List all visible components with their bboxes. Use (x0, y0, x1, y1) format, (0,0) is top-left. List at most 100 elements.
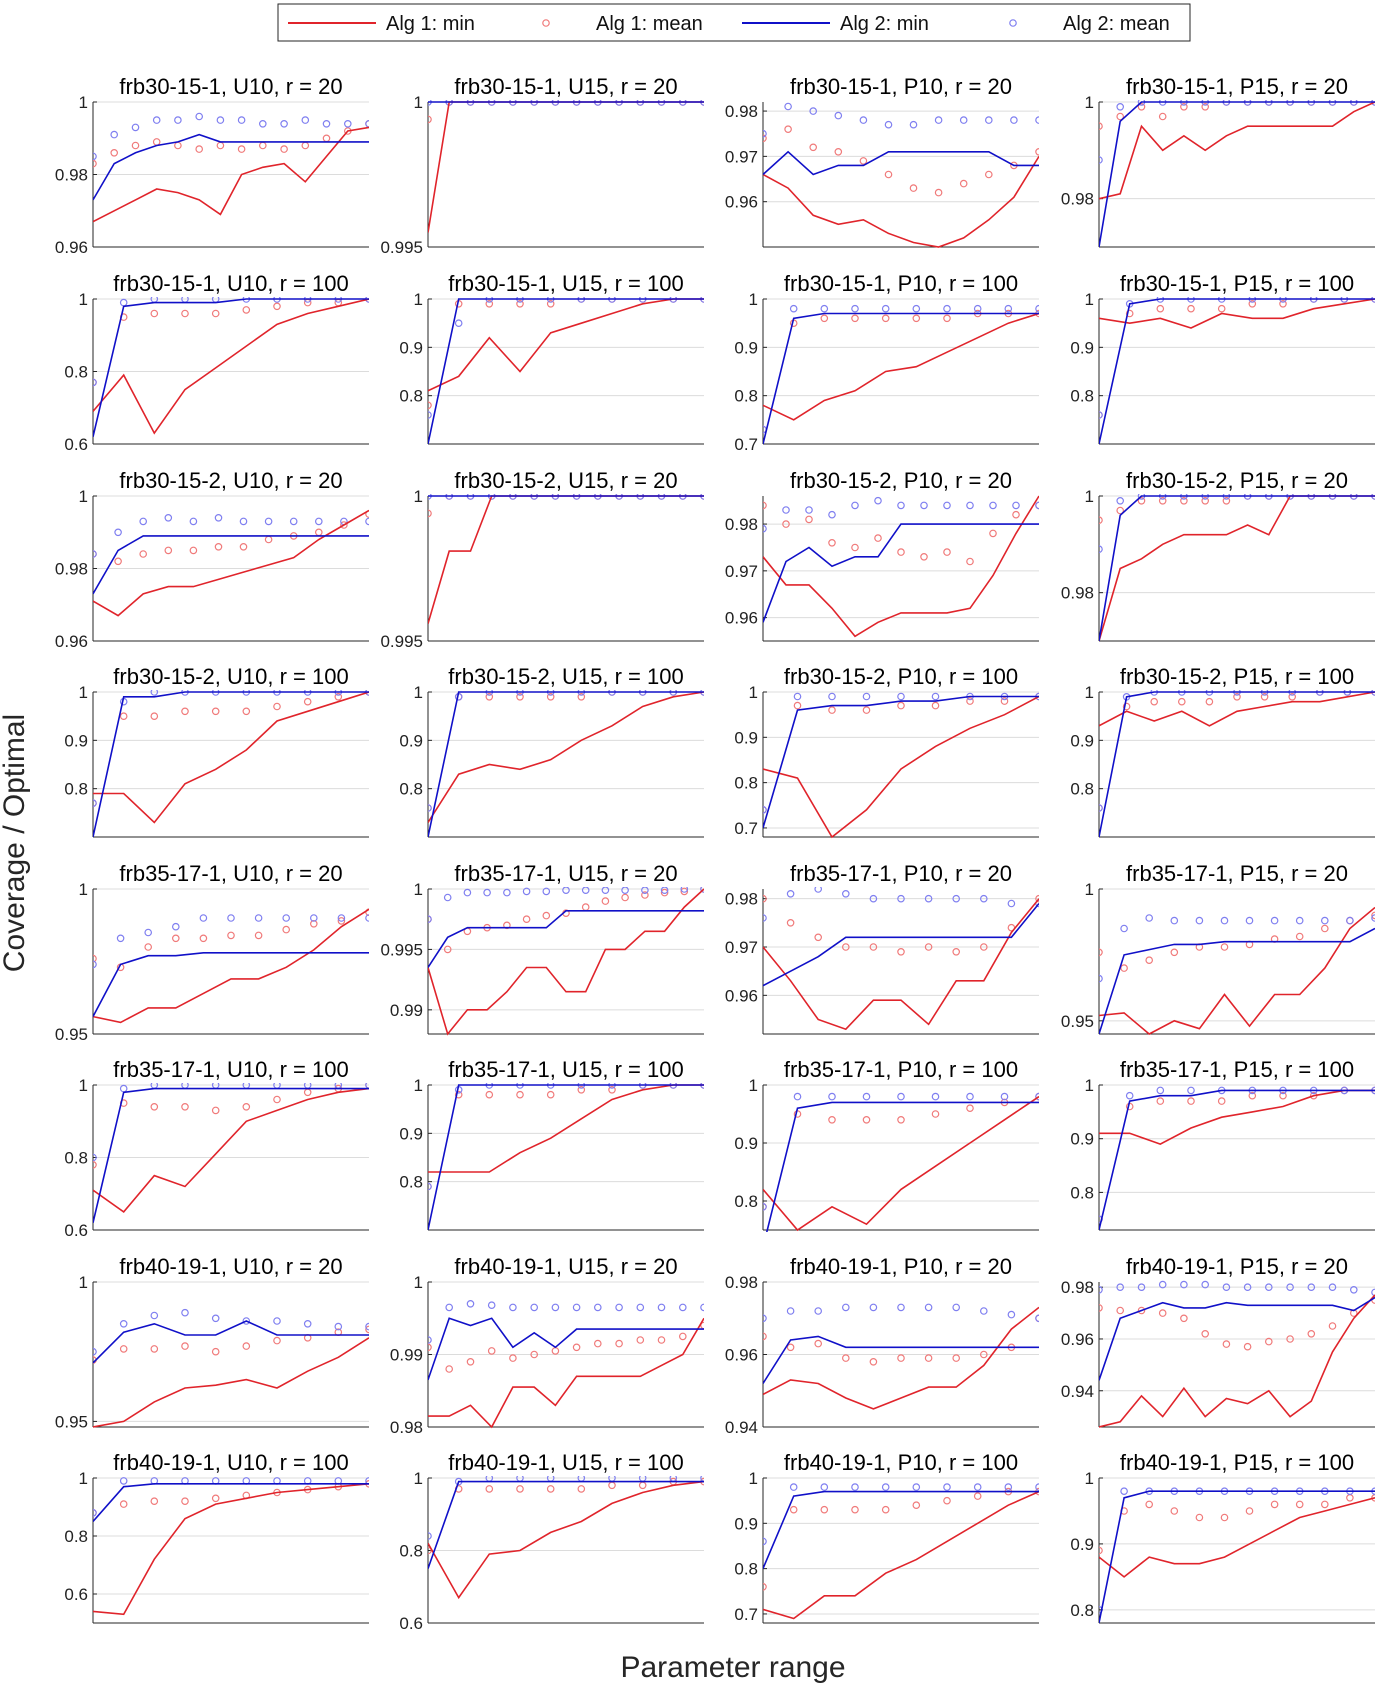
mean-marker (1120, 924, 1128, 933)
mean-marker (93, 799, 97, 807)
mean-marker (782, 506, 790, 514)
min-series-line (93, 535, 369, 595)
mean-marker (1116, 1283, 1125, 1292)
y-tick-label: 1 (1085, 290, 1094, 309)
subplot: frb40-19-1, U10, r = 20 0.95 1 (55, 1254, 369, 1431)
mean-marker (1145, 914, 1154, 922)
mean-marker (784, 125, 792, 134)
mean-marker (851, 501, 859, 510)
min-series-line (93, 133, 369, 201)
min-series-line (763, 312, 1039, 445)
mean-marker (273, 1095, 281, 1104)
mean-marker (309, 919, 318, 928)
mean-marker (1150, 697, 1159, 706)
mean-marker (428, 411, 432, 419)
mean-marker (214, 542, 223, 551)
mean-marker (763, 1203, 767, 1211)
y-tick-label: 0.9 (734, 338, 758, 357)
mean-marker (1243, 1342, 1252, 1351)
subplot-data (93, 297, 369, 437)
mean-marker (1000, 1092, 1009, 1101)
mean-marker (851, 543, 859, 552)
legend-box (277, 3, 1191, 42)
y-tick-label: 0.98 (55, 560, 88, 579)
mean-marker (862, 692, 871, 701)
mean-marker (93, 378, 97, 387)
subplot-data (428, 690, 704, 838)
mean-marker (828, 706, 836, 714)
mean-marker (924, 894, 933, 903)
y-tick-label: 0.9 (1070, 338, 1094, 357)
y-tick-label: 1 (414, 1273, 423, 1292)
mean-marker (181, 1342, 189, 1350)
mean-marker (1321, 916, 1329, 925)
mean-marker (181, 309, 189, 318)
mean-marker (164, 546, 173, 555)
mean-marker (763, 134, 767, 143)
y-tick-label: 0.8 (1070, 1183, 1094, 1202)
mean-marker (786, 889, 795, 898)
y-tick-label: 0.96 (1061, 1330, 1094, 1349)
mean-marker (680, 887, 689, 893)
y-tick-label: 1 (79, 1273, 88, 1292)
mean-marker (428, 1182, 432, 1191)
mean-marker (1180, 103, 1188, 111)
min-series-line (428, 691, 704, 823)
mean-marker (897, 1116, 905, 1124)
mean-marker (237, 145, 246, 153)
subplot-title: frb30-15-1, U10, r = 20 (119, 74, 342, 99)
mean-marker (841, 943, 850, 951)
mean-marker (763, 914, 767, 922)
legend-entry-label: Alg 2: min (840, 13, 929, 35)
mean-marker (601, 897, 610, 905)
mean-marker (1307, 1330, 1316, 1338)
y-tick-label: 0.98 (725, 1273, 758, 1292)
y-tick-label: 0.97 (725, 938, 758, 957)
mean-marker (264, 535, 273, 544)
mean-marker (93, 152, 97, 161)
subplot: frb30-15-2, P10, r = 20 0.96 0.97 0.98 (725, 468, 1039, 642)
y-tick-label: 1 (749, 1076, 758, 1095)
legend-entry-label: Alg 1: min (386, 13, 475, 35)
mean-marker (1178, 697, 1186, 706)
mean-marker (1346, 1494, 1354, 1502)
subplot: frb35-17-1, U10, r = 20 0.95 1 (55, 861, 369, 1044)
mean-marker (174, 116, 182, 124)
min-series-line (763, 495, 1039, 638)
mean-marker (1122, 702, 1131, 711)
min-series-line (1099, 101, 1375, 200)
mean-marker (581, 887, 590, 894)
mean-marker (786, 1307, 795, 1315)
subplot: frb30-15-2, P15, r = 100 0.8 0.9 1 (1070, 664, 1375, 838)
mean-marker (621, 893, 629, 902)
mean-marker (181, 1103, 189, 1111)
mean-marker (984, 170, 993, 179)
mean-marker (116, 934, 125, 943)
mean-marker (264, 517, 273, 526)
subplot: frb35-17-1, P15, r = 20 0.95 1 (1061, 861, 1375, 1035)
y-tick-label: 0.98 (1061, 584, 1094, 603)
mean-marker (93, 1161, 97, 1169)
subplot: frb30-15-2, U15, r = 100 0.8 0.9 1 (399, 664, 704, 838)
mean-marker (577, 1086, 586, 1094)
mean-marker (966, 557, 974, 566)
subplot-title: frb30-15-1, U15, r = 100 (448, 271, 683, 296)
mean-marker (952, 1354, 961, 1362)
subplot-title: frb35-17-1, U10, r = 20 (119, 861, 342, 886)
mean-marker (1288, 692, 1297, 701)
mean-marker (1116, 103, 1125, 111)
y-tick-label: 0.8 (1070, 780, 1094, 799)
subplot-data (93, 908, 369, 1024)
mean-marker (150, 1345, 159, 1353)
mean-marker (1156, 1086, 1165, 1095)
mean-marker (881, 1483, 890, 1491)
y-tick-label: 0.96 (725, 986, 758, 1005)
mean-marker (150, 1311, 159, 1320)
min-series-line (763, 1306, 1039, 1410)
legend-entry-label: Alg 2: mean (1063, 13, 1170, 35)
min-series-line (1099, 495, 1375, 642)
subplot-title: frb30-15-1, U15, r = 20 (454, 74, 677, 99)
subplot-data (93, 1083, 369, 1223)
mean-marker (1007, 899, 1016, 908)
legend-marker-swatch (1009, 19, 1017, 27)
